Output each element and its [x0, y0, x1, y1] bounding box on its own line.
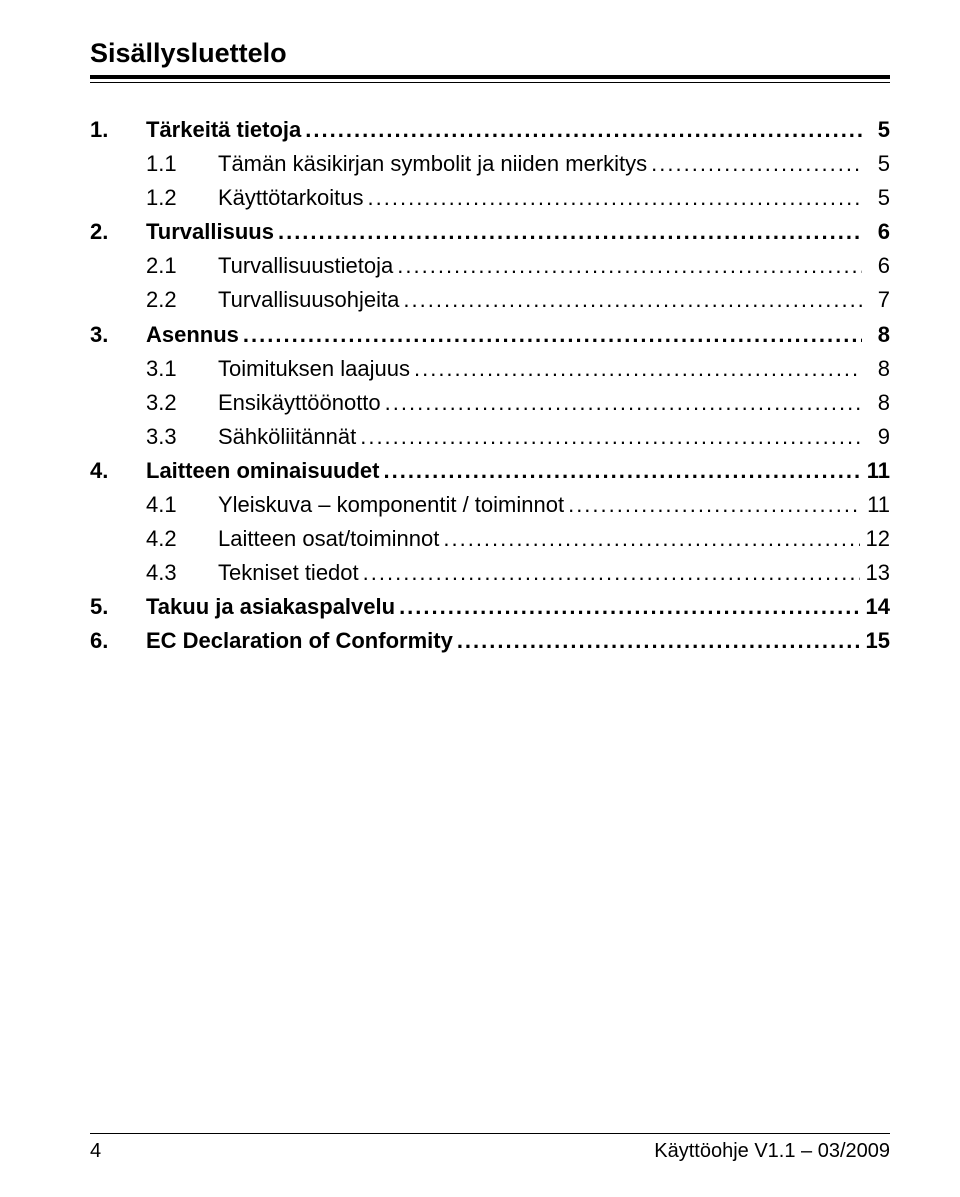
toc-leader [379, 454, 860, 488]
toc-text: Turvallisuus [146, 215, 274, 249]
toc-leader [381, 386, 862, 420]
toc-page: 7 [862, 283, 890, 317]
footer-page-number: 4 [90, 1140, 101, 1163]
toc-row: 2.1Turvallisuustietoja 6 [90, 249, 890, 283]
toc-text: Tärkeitä tietoja [146, 113, 301, 147]
toc-row: 3.2Ensikäyttöönotto 8 [90, 386, 890, 420]
toc-leader [399, 283, 862, 317]
toc-number: 3. [90, 318, 146, 352]
toc-page: 8 [862, 352, 890, 386]
toc-leader [359, 556, 860, 590]
toc-page: 14 [860, 590, 890, 624]
toc-row: 1.2Käyttötarkoitus 5 [90, 181, 890, 215]
page: Sisällysluettelo 1.Tärkeitä tietoja51.1T… [0, 0, 960, 1197]
toc-page: 11 [861, 488, 890, 522]
toc-row: 4.Laitteen ominaisuudet 11 [90, 454, 890, 488]
toc-page: 6 [862, 215, 890, 249]
toc-leader [364, 181, 862, 215]
toc-number: 1.2 [146, 181, 218, 215]
toc-number: 4.1 [146, 488, 218, 522]
toc-row: 4.3Tekniset tiedot 13 [90, 556, 890, 590]
toc-leader [439, 522, 859, 556]
toc-text: Turvallisuustietoja [218, 249, 393, 283]
toc-leader [301, 113, 862, 147]
toc-row: 1.Tärkeitä tietoja 5 [90, 113, 890, 147]
toc-text: Tämän käsikirjan symbolit ja niiden merk… [218, 147, 647, 181]
page-title: Sisällysluettelo [90, 38, 890, 69]
toc-row: 3.3Sähköliitännät 9 [90, 420, 890, 454]
toc-page: 9 [862, 420, 890, 454]
toc-text: Ensikäyttöönotto [218, 386, 381, 420]
toc-row: 1.1Tämän käsikirjan symbolit ja niiden m… [90, 147, 890, 181]
toc-number: 6. [90, 624, 146, 658]
toc-number: 2.1 [146, 249, 218, 283]
toc-leader [356, 420, 862, 454]
toc-number: 3.3 [146, 420, 218, 454]
toc-leader [274, 215, 862, 249]
toc-leader [410, 352, 862, 386]
toc-text: Turvallisuusohjeita [218, 283, 399, 317]
toc-page: 15 [860, 624, 890, 658]
toc-leader [647, 147, 862, 181]
toc-text: Takuu ja asiakaspalvelu [146, 590, 395, 624]
toc-leader [395, 590, 859, 624]
toc-page: 5 [862, 113, 890, 147]
toc-number: 2.2 [146, 283, 218, 317]
toc-row: 4.2Laitteen osat/toiminnot 12 [90, 522, 890, 556]
toc-text: Tekniset tiedot [218, 556, 359, 590]
toc-number: 4. [90, 454, 146, 488]
toc-number: 3.1 [146, 352, 218, 386]
toc-leader [564, 488, 861, 522]
toc-number: 4.3 [146, 556, 218, 590]
toc-text: Sähköliitännät [218, 420, 356, 454]
toc-number: 1. [90, 113, 146, 147]
toc-row: 3.1Toimituksen laajuus 8 [90, 352, 890, 386]
toc-text: Asennus [146, 318, 239, 352]
toc-row: 3.Asennus 8 [90, 318, 890, 352]
toc-text: Laitteen ominaisuudet [146, 454, 379, 488]
toc-text: Laitteen osat/toiminnot [218, 522, 439, 556]
toc-text: Toimituksen laajuus [218, 352, 410, 386]
toc-number: 2. [90, 215, 146, 249]
title-rule [90, 75, 890, 83]
toc-number: 3.2 [146, 386, 218, 420]
page-footer: 4 Käyttöohje V1.1 – 03/2009 [90, 1133, 890, 1163]
toc-page: 8 [862, 318, 890, 352]
toc-page: 11 [861, 454, 890, 488]
toc-page: 5 [862, 181, 890, 215]
toc-text: Käyttötarkoitus [218, 181, 364, 215]
toc-leader [393, 249, 862, 283]
footer-version: Käyttöohje V1.1 – 03/2009 [654, 1140, 890, 1163]
toc-number: 1.1 [146, 147, 218, 181]
table-of-contents: 1.Tärkeitä tietoja51.1Tämän käsikirjan s… [90, 113, 890, 659]
toc-text: Yleiskuva – komponentit / toiminnot [218, 488, 564, 522]
toc-page: 8 [862, 386, 890, 420]
toc-page: 6 [862, 249, 890, 283]
toc-number: 4.2 [146, 522, 218, 556]
toc-row: 2.2Turvallisuusohjeita 7 [90, 283, 890, 317]
toc-row: 5.Takuu ja asiakaspalvelu 14 [90, 590, 890, 624]
toc-leader [239, 318, 862, 352]
toc-row: 6.EC Declaration of Conformity 15 [90, 624, 890, 658]
toc-text: EC Declaration of Conformity [146, 624, 453, 658]
toc-page: 12 [860, 522, 890, 556]
toc-row: 2.Turvallisuus 6 [90, 215, 890, 249]
toc-page: 13 [860, 556, 890, 590]
toc-leader [453, 624, 860, 658]
toc-page: 5 [862, 147, 890, 181]
toc-row: 4.1Yleiskuva – komponentit / toiminnot 11 [90, 488, 890, 522]
toc-number: 5. [90, 590, 146, 624]
